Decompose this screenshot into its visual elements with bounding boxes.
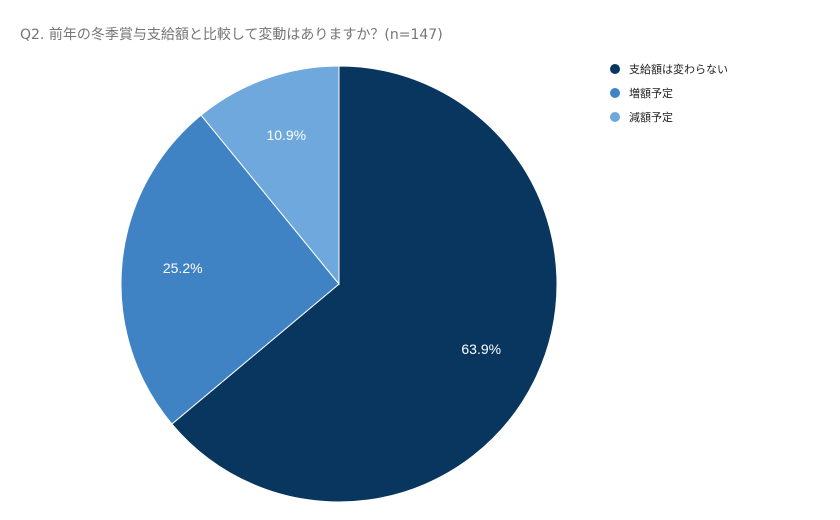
pie-slice-unchanged <box>171 65 558 503</box>
legend-swatch-unchanged <box>610 64 620 74</box>
legend-swatch-decrease <box>610 112 620 122</box>
data-label-decrease: 10.9% <box>266 127 306 143</box>
legend-item-increase: 増額予定 <box>610 81 728 105</box>
pie-slice-decrease <box>200 65 340 286</box>
chart-title: Q2. 前年の冬季賞与支給額と比較して変動はありますか？(n=147) <box>20 27 443 43</box>
legend-swatch-increase <box>610 88 620 98</box>
legend-label-increase: 増額予定 <box>629 87 673 100</box>
legend-label-decrease: 減額予定 <box>629 111 673 124</box>
data-label-unchanged: 63.9% <box>461 341 501 357</box>
legend: 支給額は変わらない 増額予定 減額予定 <box>610 57 728 129</box>
legend-label-unchanged: 支給額は変わらない <box>629 63 728 76</box>
legend-item-decrease: 減額予定 <box>610 105 728 129</box>
legend-item-unchanged: 支給額は変わらない <box>610 57 728 81</box>
pie-slice-increase <box>120 114 340 425</box>
data-label-increase: 25.2% <box>163 260 203 276</box>
